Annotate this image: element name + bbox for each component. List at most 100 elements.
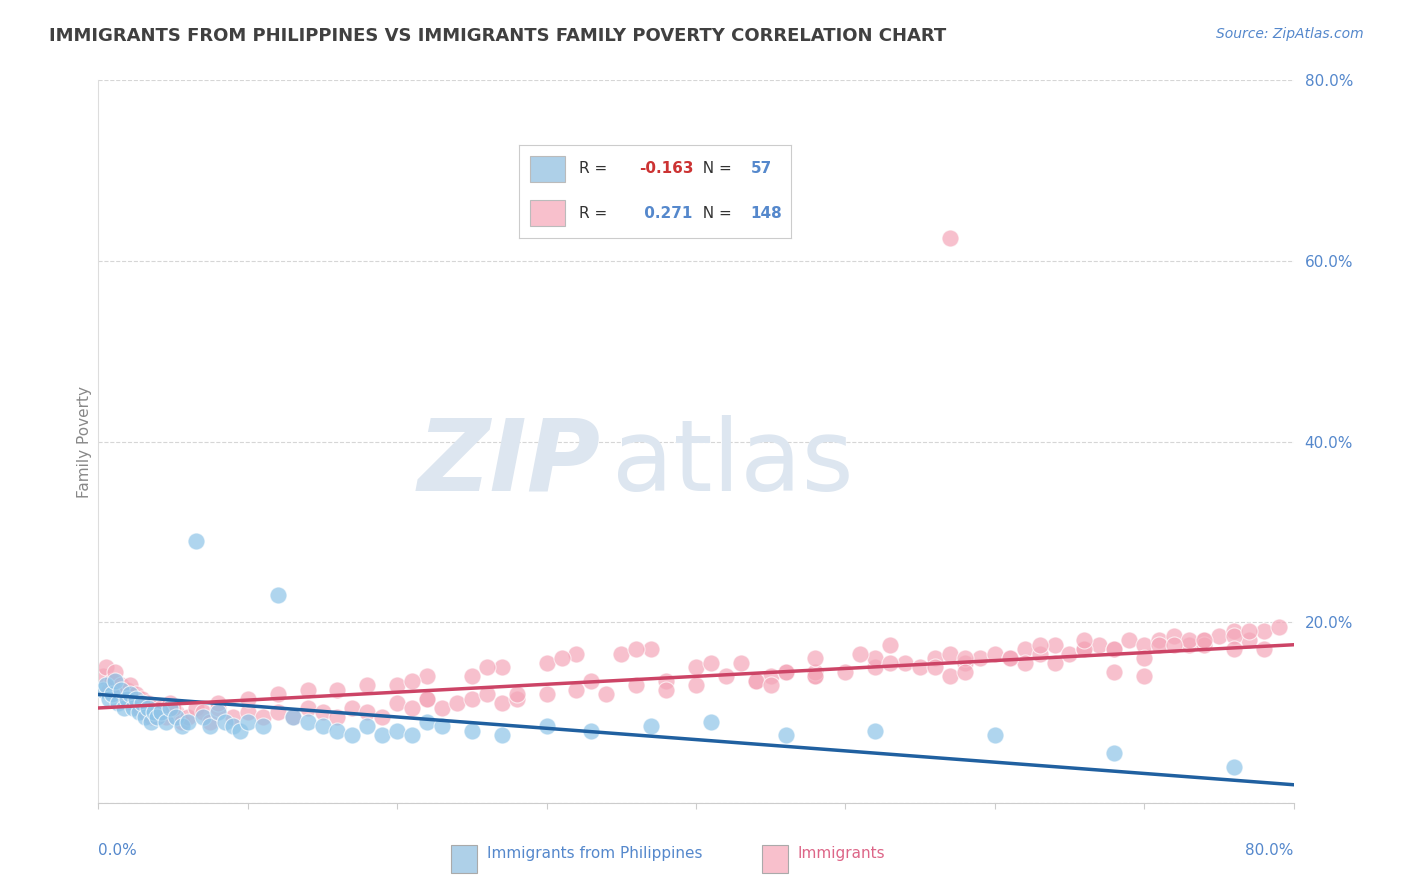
- Point: [104, 673, 127, 688]
- Point: [461, 669, 484, 683]
- Point: [1253, 642, 1275, 657]
- Point: [150, 701, 173, 715]
- Point: [565, 647, 588, 661]
- Point: [222, 719, 245, 733]
- Point: [640, 719, 662, 733]
- Point: [184, 701, 207, 715]
- Point: [865, 651, 887, 665]
- Point: [207, 701, 229, 715]
- Point: [416, 692, 439, 706]
- Point: [595, 687, 617, 701]
- Point: [953, 651, 976, 665]
- Point: [1043, 638, 1066, 652]
- Point: [640, 642, 662, 657]
- Point: [655, 682, 678, 697]
- Point: [894, 656, 917, 670]
- Text: IMMIGRANTS FROM PHILIPPINES VS IMMIGRANTS FAMILY POVERTY CORRELATION CHART: IMMIGRANTS FROM PHILIPPINES VS IMMIGRANT…: [49, 27, 946, 45]
- Point: [139, 714, 162, 729]
- Point: [1237, 624, 1260, 639]
- Point: [610, 647, 633, 661]
- Point: [1133, 638, 1156, 652]
- Point: [165, 706, 187, 720]
- Point: [297, 714, 319, 729]
- Point: [118, 687, 141, 701]
- Point: [1223, 642, 1246, 657]
- Point: [939, 669, 962, 683]
- Point: [177, 710, 200, 724]
- Point: [565, 682, 588, 697]
- Point: [267, 588, 290, 602]
- Point: [97, 692, 120, 706]
- Point: [214, 714, 236, 729]
- Point: [385, 723, 409, 738]
- Point: [700, 714, 723, 729]
- Point: [1223, 629, 1246, 643]
- Point: [430, 701, 453, 715]
- Point: [430, 719, 453, 733]
- Text: ZIP: ZIP: [418, 415, 600, 512]
- Point: [730, 656, 752, 670]
- Point: [136, 697, 159, 711]
- Point: [475, 687, 498, 701]
- Point: [924, 651, 946, 665]
- Point: [1163, 629, 1185, 643]
- Point: [150, 706, 173, 720]
- Point: [131, 692, 153, 706]
- Point: [145, 710, 167, 724]
- Point: [1088, 638, 1111, 652]
- Point: [536, 719, 558, 733]
- Point: [326, 723, 349, 738]
- Point: [581, 673, 603, 688]
- Point: [491, 728, 513, 742]
- Point: [939, 647, 962, 661]
- Point: [267, 687, 290, 701]
- Point: [142, 706, 165, 720]
- Point: [714, 669, 737, 683]
- Point: [804, 651, 827, 665]
- Point: [1147, 638, 1170, 652]
- Point: [207, 706, 229, 720]
- Point: [356, 719, 378, 733]
- Text: N =: N =: [693, 206, 737, 221]
- Point: [1133, 651, 1156, 665]
- Text: 0.0%: 0.0%: [98, 843, 138, 857]
- Point: [172, 714, 194, 729]
- Point: [984, 728, 1007, 742]
- Point: [416, 692, 439, 706]
- Point: [865, 723, 887, 738]
- Point: [385, 697, 409, 711]
- Point: [125, 687, 148, 701]
- Point: [112, 701, 135, 715]
- Point: [97, 682, 120, 697]
- Text: 80.0%: 80.0%: [1246, 843, 1294, 857]
- Point: [112, 692, 135, 706]
- Point: [536, 687, 558, 701]
- Point: [101, 687, 124, 701]
- Text: 148: 148: [751, 206, 782, 221]
- Point: [1223, 624, 1246, 639]
- Point: [1104, 642, 1126, 657]
- Point: [236, 692, 259, 706]
- Text: R =: R =: [579, 206, 612, 221]
- Point: [134, 706, 156, 720]
- Point: [326, 682, 349, 697]
- Point: [804, 669, 827, 683]
- Point: [155, 714, 177, 729]
- Text: atlas: atlas: [613, 415, 853, 512]
- Point: [104, 665, 127, 679]
- Point: [136, 701, 159, 715]
- Point: [155, 710, 177, 724]
- Point: [1059, 647, 1081, 661]
- Point: [281, 710, 304, 724]
- Point: [94, 660, 117, 674]
- Point: [91, 669, 114, 683]
- Point: [101, 673, 124, 688]
- Text: Source: ZipAtlas.com: Source: ZipAtlas.com: [1216, 27, 1364, 41]
- Point: [879, 638, 901, 652]
- Point: [94, 678, 117, 692]
- Point: [984, 647, 1007, 661]
- Text: 57: 57: [751, 161, 772, 177]
- Point: [281, 710, 304, 724]
- Point: [1192, 633, 1215, 648]
- Point: [416, 669, 439, 683]
